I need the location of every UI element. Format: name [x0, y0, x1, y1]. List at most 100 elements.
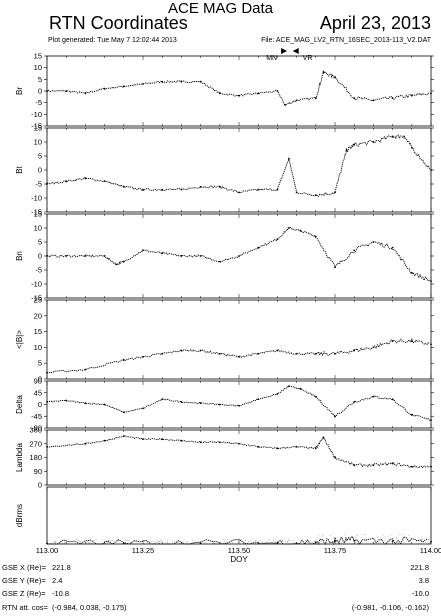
- noise-point: [132, 541, 133, 542]
- y-tick-label: 15: [34, 210, 42, 219]
- data-point: [295, 99, 298, 102]
- noise-point: [104, 540, 105, 542]
- series-delta: [46, 385, 430, 421]
- footer-row-rtn-att: RTN att. cos= (-0.984, 0.038, -0.175) (-…: [2, 603, 439, 613]
- noise-point: [241, 539, 243, 541]
- data-point: [276, 90, 279, 92]
- data-point: [372, 346, 375, 349]
- noise-point: [311, 541, 313, 543]
- data-point: [161, 352, 164, 355]
- noise-point: [208, 543, 210, 545]
- data-point: [238, 355, 240, 358]
- data-point: [353, 97, 356, 99]
- noise-point: [401, 534, 402, 535]
- noise-point: [312, 542, 314, 544]
- noise-point: [282, 541, 283, 543]
- y-tick-label: 0: [38, 252, 42, 261]
- data-point: [314, 447, 317, 450]
- noise-point: [165, 542, 167, 543]
- data-point: [122, 359, 125, 361]
- noise-point: [78, 540, 79, 542]
- data-point: [122, 185, 125, 188]
- noise-point: [287, 540, 288, 542]
- panel-label: Bt: [15, 165, 24, 173]
- noise-point: [410, 539, 411, 541]
- y-tick-label: 90: [34, 377, 42, 386]
- noise-point: [255, 540, 257, 541]
- noise-point: [238, 541, 240, 543]
- data-point: [238, 255, 240, 257]
- data-point: [353, 464, 356, 467]
- data-point: [46, 183, 48, 185]
- data-point: [334, 76, 336, 78]
- data-point: [276, 349, 279, 352]
- noise-point: [239, 540, 240, 542]
- noise-point: [212, 541, 214, 543]
- noise-point: [105, 543, 107, 544]
- noise-point: [135, 541, 136, 542]
- data-point: [314, 541, 317, 544]
- noise-point: [230, 543, 232, 544]
- noise-point: [359, 543, 361, 544]
- y-tick-label: -5: [35, 180, 42, 189]
- noise-point: [305, 539, 307, 541]
- noise-point: [356, 543, 358, 544]
- noise-point: [403, 539, 404, 541]
- data-point: [430, 92, 432, 95]
- data-point: [314, 235, 317, 238]
- noise-point: [214, 543, 215, 544]
- data-point: [334, 540, 336, 543]
- data-point: [410, 465, 413, 468]
- data-point: [122, 411, 125, 414]
- data-point: [218, 441, 221, 444]
- data-point: [288, 227, 290, 229]
- data-point: [218, 185, 221, 188]
- data-point: [345, 149, 348, 152]
- marker-vr-label: VR: [303, 55, 313, 62]
- noise-point: [324, 543, 325, 544]
- data-point: [103, 403, 106, 406]
- noise-point: [76, 539, 78, 541]
- noise-point: [156, 543, 158, 545]
- data-point: [161, 252, 164, 255]
- panel-frame-6: [46, 486, 432, 545]
- footer-label: RTN att. cos=: [2, 603, 48, 612]
- noise-point: [332, 543, 333, 545]
- noise-point: [425, 542, 427, 543]
- data-point: [218, 352, 221, 355]
- noise-point: [210, 543, 212, 545]
- data-point: [288, 385, 290, 388]
- noise-point: [197, 542, 198, 544]
- noise-point: [214, 543, 216, 544]
- data-point: [238, 442, 240, 445]
- data-point: [84, 177, 87, 180]
- panel-frame-5: [46, 429, 432, 486]
- noise-point: [54, 541, 56, 543]
- noise-point: [402, 542, 404, 543]
- data-point: [122, 435, 125, 438]
- data-point: [103, 180, 106, 183]
- noise-point: [274, 541, 276, 543]
- data-point: [372, 141, 375, 143]
- noise-point: [87, 541, 88, 543]
- noise-point: [345, 538, 347, 539]
- data-point: [46, 400, 48, 403]
- noise-point: [289, 543, 290, 545]
- data-point: [84, 255, 87, 257]
- noise-point: [225, 539, 226, 541]
- x-tick-label: 113.50: [228, 546, 250, 555]
- marker-vr-arrow: [292, 48, 299, 54]
- noise-point: [165, 543, 167, 545]
- data-point: [391, 462, 394, 465]
- noise-point: [179, 543, 181, 544]
- data-point: [65, 255, 68, 257]
- data-point: [257, 445, 260, 448]
- noise-point: [167, 543, 168, 544]
- noise-point: [416, 540, 417, 541]
- noise-point: [64, 542, 66, 544]
- data-point: [142, 249, 144, 252]
- data-point: [430, 280, 432, 283]
- noise-point: [79, 541, 81, 542]
- noise-point: [250, 542, 252, 544]
- data-point: [84, 368, 87, 371]
